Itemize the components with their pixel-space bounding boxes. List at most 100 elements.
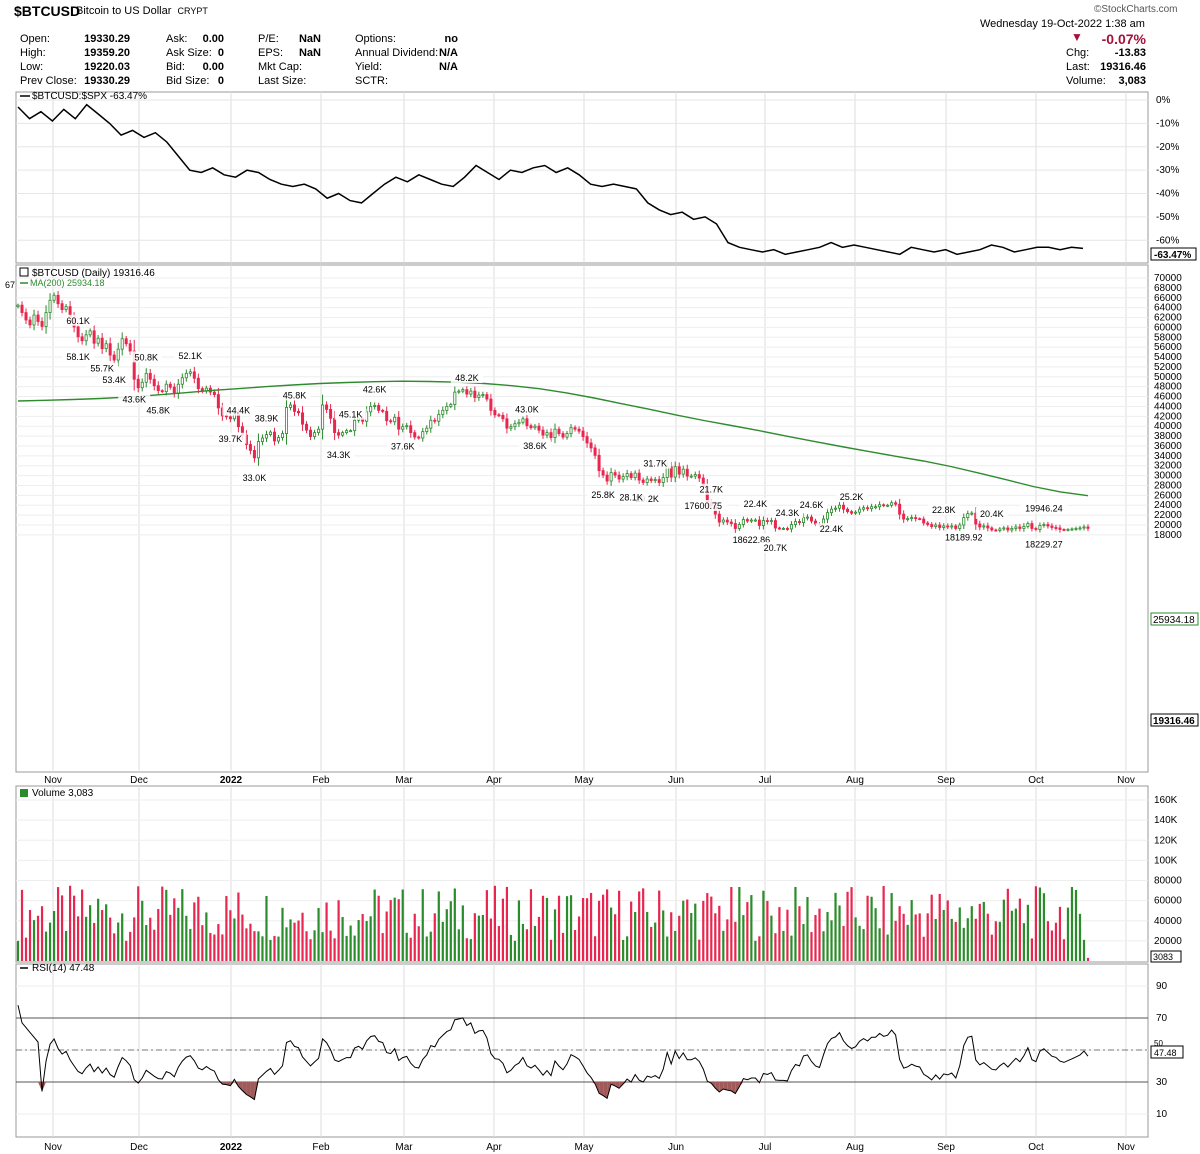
- candle-body: [377, 405, 381, 411]
- x-tick-label: Dec: [130, 1142, 148, 1153]
- volume-bar: [814, 914, 817, 961]
- annotation-bg: [1020, 502, 1068, 514]
- candle-body: [874, 506, 878, 509]
- volume-bar: [141, 900, 144, 961]
- volume-bar: [618, 890, 621, 961]
- x-tick-label: Oct: [1028, 775, 1044, 786]
- annotation-bg: [322, 449, 355, 461]
- volume-bar: [213, 934, 216, 961]
- candle-body: [485, 394, 489, 400]
- rsi-last-label: 47.48: [1154, 1048, 1177, 1058]
- volume-bar: [533, 925, 537, 961]
- volume-bar: [682, 900, 685, 961]
- summary-label: Last:: [1066, 61, 1090, 73]
- candle-body: [425, 427, 429, 433]
- price-annotation: 19946.24: [1020, 502, 1068, 514]
- annotation-bg: [214, 432, 247, 444]
- candle-body: [20, 304, 24, 313]
- annotation-label: 60.1K: [66, 316, 90, 326]
- quote-datetime: Wednesday 19-Oct-2022 1:38 am: [980, 18, 1145, 30]
- volume-bar: [818, 908, 821, 961]
- price-annotation: 28.1K: [615, 491, 648, 503]
- rel-tick-label: -50%: [1156, 212, 1179, 223]
- candle-body: [942, 525, 946, 528]
- volume-bar: [730, 887, 733, 961]
- security-name: Bitcoin to US Dollar CRYPT: [76, 5, 208, 17]
- volume-bar: [149, 917, 152, 961]
- ma200-line: [17, 380, 1089, 497]
- volume-bar: [349, 925, 352, 961]
- candle-body: [801, 517, 805, 523]
- volume-bar: [822, 931, 825, 961]
- candle-body: [753, 519, 757, 522]
- price-tick-label: 38000: [1154, 431, 1182, 442]
- candle-body: [256, 441, 260, 459]
- candle-body: [910, 517, 914, 519]
- candle-body: [501, 414, 505, 420]
- rsi-fill-segment: [615, 1082, 620, 1089]
- volume-bar: [273, 935, 276, 961]
- volume-bar: [710, 896, 713, 961]
- volume-bar: [249, 923, 252, 961]
- volume-bar: [397, 899, 400, 961]
- rel-tick-label: -30%: [1156, 165, 1179, 176]
- price-annotation: 33.0K: [238, 471, 271, 483]
- candle-body: [1022, 526, 1026, 529]
- volume-bar: [934, 918, 937, 961]
- x-tick-label: Nov: [44, 775, 62, 786]
- candle-body: [970, 512, 974, 515]
- volume-bar: [409, 937, 412, 961]
- x-tick-label: Sep: [937, 1142, 955, 1153]
- price-annotation: 38.6K: [518, 440, 551, 452]
- candle-body: [88, 330, 92, 336]
- candle-body: [805, 516, 809, 519]
- volume-bar: [1066, 907, 1070, 961]
- price-tick-label: 52000: [1154, 362, 1182, 373]
- volume-bar: [133, 917, 136, 961]
- volume-tick-label: 20000: [1154, 936, 1182, 947]
- candle-body: [749, 519, 753, 522]
- volume-bar: [113, 933, 116, 961]
- price-tick-label: 26000: [1154, 490, 1182, 501]
- candle-body: [902, 513, 906, 520]
- candle-body: [918, 518, 922, 520]
- annotation-bg: [771, 506, 804, 518]
- annotation-bg: [358, 383, 391, 395]
- candle-body: [409, 425, 413, 434]
- price-annotation: 31.7K: [639, 457, 672, 469]
- volume-bar: [706, 893, 709, 961]
- volume-bar: [60, 895, 64, 961]
- rel-legend: $BTCUSD:$SPX -63.47%: [32, 91, 147, 102]
- volume-bar: [301, 912, 304, 961]
- volume-bar: [32, 920, 36, 961]
- volume-bar: [541, 895, 545, 961]
- summary-label: Volume:: [1066, 75, 1106, 87]
- symbol: $BTCUSD: [14, 3, 81, 19]
- volume-bar: [654, 922, 657, 961]
- candle-body: [765, 520, 769, 522]
- volume-bar: [465, 938, 468, 961]
- candle-body: [541, 429, 545, 436]
- volume-bar: [505, 886, 509, 961]
- x-tick-label: Mar: [395, 775, 413, 786]
- volume-bar: [1006, 888, 1009, 961]
- volume-bar: [457, 929, 460, 961]
- candle-body: [1086, 526, 1090, 529]
- price-tick-label: 22000: [1154, 510, 1182, 521]
- rsi-tick-label: 70: [1156, 1013, 1168, 1024]
- price-tick-label: 62000: [1154, 313, 1182, 324]
- volume-bar: [794, 886, 797, 961]
- price-annotation: 22.4K: [815, 523, 848, 535]
- x-tick-label: Sep: [937, 775, 955, 786]
- candle-body: [469, 390, 473, 395]
- volume-bar: [830, 920, 833, 961]
- candle-body: [252, 450, 256, 459]
- annotation-label: 45.1K: [339, 410, 363, 420]
- volume-bar: [774, 933, 777, 961]
- volume-bar: [16, 940, 20, 961]
- volume-bar: [453, 888, 456, 961]
- volume-bar: [962, 927, 965, 961]
- candle-body: [1058, 527, 1062, 530]
- x-tick-label: Aug: [846, 775, 864, 786]
- quote-label: EPS:: [258, 47, 284, 59]
